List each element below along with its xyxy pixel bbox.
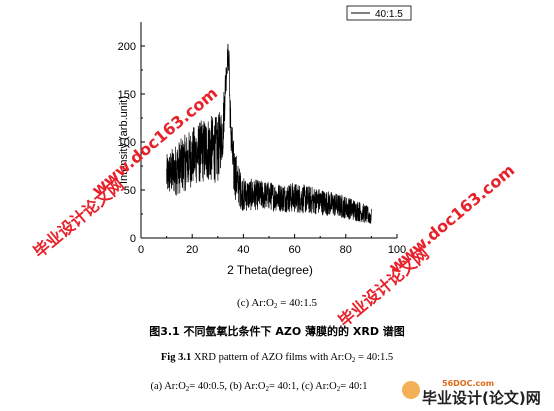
y-tick-label: 200 xyxy=(118,41,136,53)
y-tick-label: 0 xyxy=(130,233,136,245)
panel-caption-pre: (c) Ar:O xyxy=(237,297,274,309)
legend: 40:1.5 xyxy=(346,5,412,21)
part-c-post: = 40:1 xyxy=(340,381,368,392)
x-tick-label: 20 xyxy=(186,244,198,256)
figure-caption-chinese: 图3.1 不同氩氧比条件下 AZO 薄膜的的 XRD 谱图 xyxy=(149,325,405,338)
part-a-post: = 40:0.5, (b) Ar:O xyxy=(189,381,266,392)
x-axis-label: 2 Theta(degree) xyxy=(227,263,313,277)
y-axis-ticks: 0 50 100 150 200 xyxy=(118,41,145,245)
part-c-sub: 2 xyxy=(336,385,341,393)
legend-label: 40:1.5 xyxy=(375,9,403,20)
part-a-pre: (a) Ar:O xyxy=(150,381,186,392)
panel-caption: (c) Ar:O2 = 40:1.5 xyxy=(0,297,554,310)
figure-caption-ratio: = 40:1.5 xyxy=(355,352,394,363)
figure-caption-sub: 2 xyxy=(351,356,356,364)
part-a-sub: 2 xyxy=(185,385,190,393)
y-tick-label: 150 xyxy=(118,89,136,101)
figure-caption-text: XRD pattern of AZO films with Ar:O xyxy=(191,352,352,363)
y-tick-label: 100 xyxy=(118,137,136,149)
site-logo-icon xyxy=(402,381,420,399)
series-line xyxy=(166,43,372,224)
panel-caption-sub: 2 xyxy=(273,302,278,310)
panel-caption-post: = 40:1.5 xyxy=(277,297,317,309)
figure-caption-parts: (a) Ar:O2= 40:0.5, (b) Ar:O2= 40:1, (c) … xyxy=(0,381,536,393)
x-tick-label: 60 xyxy=(288,244,300,256)
y-axis-label: Intensity (arb.unit) xyxy=(118,96,130,184)
figure-caption-english: Fig 3.1 XRD pattern of AZO films with Ar… xyxy=(0,352,554,364)
x-tick-label: 80 xyxy=(340,244,352,256)
x-tick-label: 100 xyxy=(388,244,406,256)
x-tick-label: 40 xyxy=(237,244,249,256)
legend-box xyxy=(346,5,412,21)
x-tick-label: 0 xyxy=(138,244,144,256)
part-b-post: = 40:1, (c) Ar:O xyxy=(269,381,337,392)
x-axis-ticks: 0 20 40 60 80 100 xyxy=(138,234,406,256)
y-tick-label: 50 xyxy=(124,185,136,197)
part-b-sub: 2 xyxy=(265,385,270,393)
figure-caption-number: Fig 3.1 xyxy=(160,352,192,363)
site-logo-domain: 56DOC.com xyxy=(442,379,495,388)
site-logo-name: 毕业设计(论文)网 xyxy=(422,389,541,407)
